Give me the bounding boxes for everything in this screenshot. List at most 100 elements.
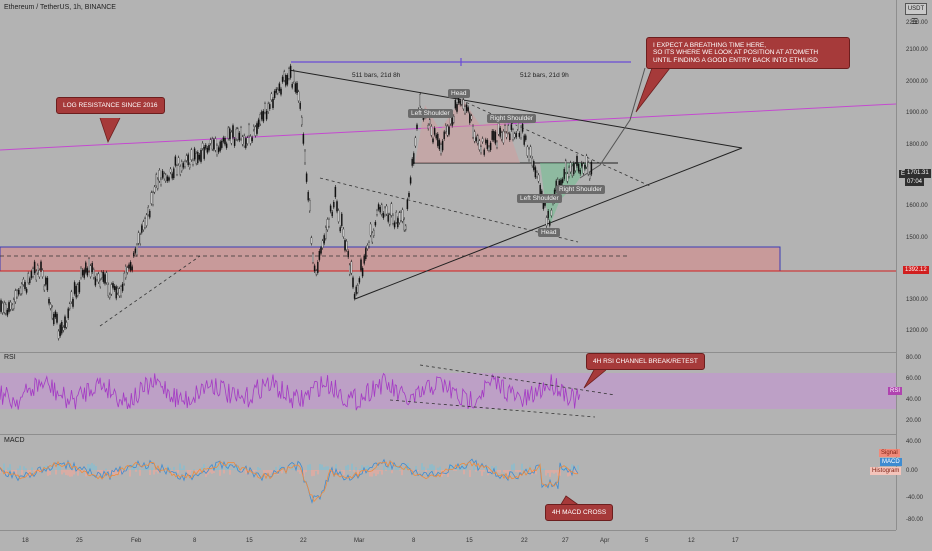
price-candle (105, 272, 108, 283)
right-shoulder-label-top: Right Shoulder (487, 114, 536, 123)
price-candle (320, 247, 322, 254)
price-candle (107, 284, 109, 296)
price-candle (221, 141, 223, 148)
price-candle (205, 144, 207, 149)
price-candle (9, 301, 12, 310)
range-label: 511 bars, 21d 8h (352, 72, 401, 79)
price-candle (83, 269, 85, 278)
price-candle (409, 177, 412, 184)
price-candle (133, 252, 135, 257)
price-candle (360, 259, 362, 271)
date-tick: 27 (562, 538, 569, 544)
price-candle (214, 138, 217, 151)
price-axis[interactable] (896, 0, 932, 530)
price-candle (237, 128, 239, 140)
price-candle (349, 264, 351, 275)
price-candle (86, 268, 89, 276)
price-candle (189, 164, 191, 168)
price-candle (462, 99, 465, 110)
price-candle (345, 241, 348, 250)
price-candle (390, 203, 393, 216)
price-candle (291, 83, 293, 88)
price-candle (72, 298, 74, 307)
head-label-top: Head (448, 89, 470, 98)
price-candle (329, 205, 332, 212)
date-tick: 15 (246, 538, 253, 544)
price-candle (321, 240, 324, 248)
price-candle (502, 131, 505, 143)
price-candle (120, 286, 122, 297)
price-candle (397, 218, 399, 228)
price-candle (405, 225, 407, 230)
price-candle (43, 285, 45, 291)
price-candle (427, 125, 429, 129)
pane-separator-rsi[interactable] (0, 352, 896, 353)
price-candle (568, 167, 570, 177)
currency-button[interactable]: USDT (905, 3, 927, 15)
price-candle (81, 270, 84, 276)
price-candle (97, 273, 100, 283)
price-candle (25, 288, 28, 293)
price-candle (581, 162, 583, 167)
price-candle (573, 163, 575, 175)
price-candle (216, 145, 218, 155)
price-candle (366, 245, 369, 249)
callout-pointer-macd (559, 495, 581, 507)
price-candle (387, 214, 389, 222)
price-candle (184, 161, 186, 167)
chart-title: Ethereum / TetherUS, 1h, BINANCE (4, 4, 116, 11)
price-candle (293, 70, 295, 82)
price-candle (416, 124, 418, 130)
signal-line (0, 460, 579, 503)
date-tick: 5 (645, 538, 649, 544)
price-candle (75, 286, 77, 298)
date-tick: 22 (300, 538, 307, 544)
price-candle (358, 278, 361, 283)
price-candle (515, 132, 517, 138)
price-candle (350, 261, 353, 274)
price-candle (525, 135, 527, 140)
price-tick: 1200.00 (906, 328, 928, 334)
channel-dashed-upper (449, 94, 651, 187)
price-candle (531, 157, 533, 166)
price-candle (536, 172, 538, 177)
price-candle (318, 251, 321, 260)
price-candle (225, 143, 228, 148)
price-candle (497, 122, 500, 135)
price-candle (253, 126, 255, 130)
price-candle (411, 158, 413, 166)
pane-separator-macd[interactable] (0, 434, 896, 435)
channel-dashed-lower (319, 177, 579, 243)
price-candle (177, 157, 180, 164)
triangle-lower-line (354, 147, 743, 300)
price-candle (6, 309, 9, 316)
price-candle (85, 262, 87, 273)
price-candle (389, 214, 391, 225)
menu-icon[interactable]: ☰ (911, 17, 919, 26)
price-candle (413, 153, 415, 164)
price-candle (313, 265, 316, 272)
price-candle (587, 162, 589, 175)
price-tick: 1500.00 (906, 235, 928, 241)
price-candle (21, 283, 23, 294)
price-candle (369, 223, 372, 236)
time-axis[interactable] (0, 530, 896, 551)
price-candle (201, 143, 204, 149)
price-candle (377, 204, 380, 210)
price-candle (35, 270, 37, 280)
date-tick: Apr (600, 538, 610, 544)
price-candle (62, 327, 65, 331)
price-candle (128, 264, 130, 269)
price-candle (446, 125, 449, 136)
price-candle (574, 163, 577, 171)
price-candle (224, 137, 226, 145)
rsi-line (0, 372, 581, 411)
price-candle (384, 207, 386, 215)
price-candle (448, 126, 450, 135)
price-tick: 2200.00 (906, 20, 928, 26)
price-candle (131, 266, 133, 271)
price-candle (257, 119, 260, 128)
price-candle (342, 228, 345, 237)
